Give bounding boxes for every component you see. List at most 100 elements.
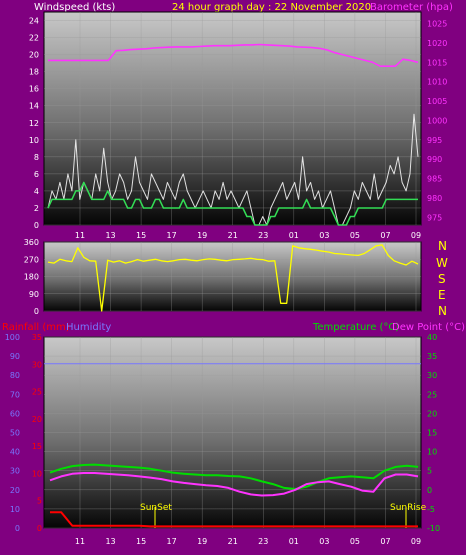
temp-x-tick-label: 23: [258, 537, 268, 546]
wind-gust-line: [47, 113, 419, 226]
barometer-y-tick-label: 980: [427, 194, 442, 203]
wind-y-tick-label: 22: [29, 34, 39, 43]
humidity-axis-title: Humidity: [66, 322, 111, 333]
temp-x-tick-label: 17: [167, 537, 177, 546]
humidity-y-tick-label: 100: [5, 333, 20, 342]
wind-x-tick-label: 21: [228, 231, 238, 240]
rainfall-y-tick-label: 25: [32, 388, 42, 397]
wind-x-tick-label: 17: [167, 231, 177, 240]
barometer-y-tick-label: 995: [427, 136, 442, 145]
temp-x-tick-label: 19: [197, 537, 207, 546]
humidity-y-tick-label: 30: [10, 467, 20, 476]
compass-e: E: [438, 288, 446, 302]
wind-average-line: [47, 181, 418, 226]
humidity-y-tick-label: 90: [10, 352, 20, 361]
chart-marks: [44, 43, 421, 528]
chart-title: 24 hour graph day : 22 November 2020: [172, 2, 371, 13]
compass-n-top: N: [438, 239, 447, 253]
rainfall-line: [50, 511, 418, 528]
barometer-line: [48, 43, 419, 67]
temperature-line: [49, 463, 419, 490]
grid-lines: [44, 12, 421, 529]
wind-x-tick-label: 05: [350, 231, 360, 240]
direction-y-tick-label: 180: [24, 273, 39, 282]
temp-x-tick-label: 15: [136, 537, 146, 546]
humidity-y-tick-label: 40: [10, 448, 20, 457]
axes: 0246810121416182022249759809859909951000…: [5, 17, 448, 546]
temperature-y-tick-label: 0: [427, 486, 432, 495]
temperature-y-tick-label: 5: [427, 467, 432, 476]
barometer-y-tick-label: 1015: [427, 58, 447, 67]
wind-y-tick-label: 2: [34, 204, 39, 213]
wind-y-tick-label: 10: [29, 136, 39, 145]
temperature-axis-title: Temperature (°C): [312, 322, 399, 333]
wind-y-tick-label: 16: [29, 85, 39, 94]
compass-n-bottom: N: [438, 304, 447, 318]
wind-y-tick-label: 24: [29, 17, 39, 26]
wind-y-tick-label: 0: [34, 221, 39, 230]
humidity-y-tick-label: 80: [10, 371, 20, 380]
barometer-y-tick-label: 985: [427, 175, 442, 184]
barometer-y-tick-label: 1010: [427, 78, 447, 87]
temp-x-tick-label: 13: [105, 537, 115, 546]
rainfall-y-tick-label: 5: [37, 497, 42, 506]
rainfall-y-tick-label: 35: [32, 333, 42, 342]
sunset-label: SunSet: [140, 503, 172, 513]
barometer-y-tick-label: 1025: [427, 20, 447, 29]
wind-x-tick-label: 23: [258, 231, 268, 240]
humidity-y-tick-label: 50: [10, 429, 20, 438]
temp-x-tick-label: 05: [350, 537, 360, 546]
humidity-y-tick-label: 20: [10, 486, 20, 495]
humidity-y-tick-label: 0: [15, 524, 20, 533]
wind-x-tick-label: 03: [319, 231, 329, 240]
wind-y-tick-label: 18: [29, 68, 39, 77]
compass-w: W: [436, 256, 448, 270]
temp-x-tick-label: 01: [289, 537, 299, 546]
direction-y-tick-label: 270: [24, 255, 39, 264]
direction-y-tick-label: 0: [34, 307, 39, 316]
temperature-y-tick-label: -10: [427, 524, 440, 533]
temperature-y-tick-label: 10: [427, 448, 437, 457]
barometer-y-tick-label: 1020: [427, 39, 447, 48]
rainfall-y-tick-label: 0: [37, 524, 42, 533]
temperature-y-tick-label: 25: [427, 390, 437, 399]
barometer-y-tick-label: 1005: [427, 97, 447, 106]
humidity-y-tick-label: 10: [10, 505, 20, 514]
sunrise-label: SunRise: [390, 503, 427, 513]
rainfall-y-tick-label: 10: [32, 469, 42, 478]
barometer-y-tick-label: 990: [427, 155, 442, 164]
barometer-y-tick-label: 1000: [427, 116, 447, 125]
direction-y-tick-label: 90: [29, 290, 39, 299]
wind-y-tick-label: 6: [34, 170, 39, 179]
barometer-axis-title: Barometer (hpa): [370, 2, 453, 13]
temperature-y-tick-label: -5: [427, 505, 435, 514]
windspeed-axis-title: Windspeed (kts): [34, 2, 115, 13]
wind-x-tick-label: 09: [411, 231, 421, 240]
wind-direction-line: [47, 244, 419, 312]
temperature-y-tick-label: 40: [427, 333, 437, 342]
temp-x-tick-label: 11: [75, 537, 85, 546]
temperature-y-tick-label: 30: [427, 371, 437, 380]
wind-y-tick-label: 20: [29, 51, 39, 60]
wind-y-tick-label: 4: [34, 187, 39, 196]
compass-labels: N W S E N: [436, 239, 448, 318]
rainfall-axis-title: Rainfall (mm): [2, 322, 70, 333]
wind-x-tick-label: 13: [105, 231, 115, 240]
temperature-y-tick-label: 15: [427, 429, 437, 438]
wind-x-tick-label: 15: [136, 231, 146, 240]
rainfall-y-tick-label: 20: [32, 415, 42, 424]
wind-y-tick-label: 8: [34, 153, 39, 162]
temp-x-tick-label: 09: [411, 537, 421, 546]
dewpoint-axis-title: Dew Point (°C): [392, 322, 465, 333]
compass-s: S: [438, 272, 446, 286]
temperature-y-tick-label: 35: [427, 352, 437, 361]
humidity-y-tick-label: 60: [10, 409, 20, 418]
rainfall-y-tick-label: 30: [32, 360, 42, 369]
temp-x-tick-label: 21: [228, 537, 238, 546]
temperature-y-tick-label: 20: [427, 409, 437, 418]
barometer-y-tick-label: 975: [427, 213, 442, 222]
rainfall-y-tick-label: 15: [32, 442, 42, 451]
humidity-y-tick-label: 70: [10, 390, 20, 399]
